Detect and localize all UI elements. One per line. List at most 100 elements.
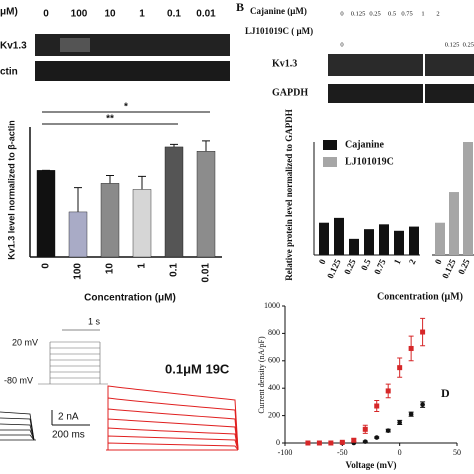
bar: [36, 170, 56, 258]
point: [420, 329, 426, 335]
blot-label: ctin: [0, 67, 18, 78]
point: [362, 439, 368, 444]
point: [420, 402, 425, 407]
lane-label: 1: [421, 10, 424, 17]
bar: [164, 146, 184, 258]
blot-gapdh-b: [328, 84, 474, 103]
lane-label: 0.75: [401, 10, 412, 17]
x-tick-label: 10: [105, 263, 116, 275]
blot-label: Kv1.3: [0, 41, 27, 52]
bar: [409, 226, 419, 255]
lane-label: 1: [139, 9, 145, 20]
control-traces: [0, 411, 36, 441]
point: [374, 435, 380, 440]
blot-kv13-b: [328, 54, 474, 76]
bar: [394, 230, 404, 255]
legend-swatch: [323, 157, 337, 167]
significance-label: *: [124, 102, 128, 113]
row-label: Cajanine (μM): [250, 6, 307, 16]
y-axis-title: Current density (nA/pF): [257, 336, 266, 414]
x-tick-label: 0: [433, 257, 444, 266]
error-bar: [74, 187, 82, 212]
x-tick-label: 0.5: [359, 257, 373, 272]
header: μM): [0, 7, 18, 18]
y-axis-title: Kv1.3 level normalized to β-actin: [6, 120, 16, 260]
x-tick-label: 2: [407, 257, 418, 266]
point: [351, 437, 357, 443]
legend-swatch: [323, 140, 337, 150]
point: [385, 428, 391, 433]
lane-label: 0: [340, 10, 343, 17]
point: [305, 440, 311, 446]
x-tick-label: 0: [41, 263, 52, 269]
error-bar: [138, 175, 146, 190]
lane-label: 0: [340, 41, 343, 48]
x-tick-label: 0.125: [325, 257, 343, 280]
legend-label: Cajanine: [345, 139, 384, 150]
scale-label: 2 nA: [58, 412, 79, 423]
bar: [435, 222, 445, 255]
point: [328, 440, 334, 446]
x-tick-label: 1: [137, 263, 148, 269]
error-bar: [170, 143, 178, 147]
point: [316, 440, 322, 446]
lane-label: 100: [71, 9, 88, 20]
scale-label: 200 ms: [52, 430, 85, 441]
y-tick-label: 800: [268, 328, 280, 337]
x-tick-label: 0.25: [342, 257, 358, 276]
bar: [196, 151, 216, 258]
x-axis-title: Concentration (μM): [84, 293, 176, 304]
bar: [364, 229, 374, 255]
y-tick-label: 1000: [264, 301, 280, 310]
y-tick-label: 600: [268, 356, 280, 365]
scale-bar: [51, 410, 90, 426]
legend-label: LJ101019C: [345, 156, 394, 167]
point: [374, 403, 380, 409]
blot-actin-a: [35, 61, 230, 81]
point: [397, 365, 403, 371]
panel-label: B: [236, 0, 244, 14]
x-tick-label: 0.75: [372, 257, 388, 276]
error-bar: [202, 140, 210, 152]
x-tick-label: 100: [73, 263, 84, 280]
error-bar: [106, 175, 114, 184]
point: [408, 345, 414, 351]
y-tick-label: 200: [268, 410, 280, 419]
lane-label: 0.125: [445, 41, 460, 48]
bar: [349, 238, 359, 255]
lane-label: 0.1: [167, 9, 181, 20]
x-tick-label: 0.125: [440, 257, 458, 280]
x-tick-label: 0: [317, 257, 328, 266]
x-tick-label: 0: [398, 448, 402, 457]
panel-label: D: [441, 386, 450, 400]
x-tick-label: -50: [337, 448, 348, 457]
x-axis-title: Concentration (μM): [377, 291, 463, 302]
lane-label: 10: [104, 9, 116, 20]
bar: [132, 189, 152, 258]
lane-label: 0.25: [463, 41, 474, 48]
x-tick-label: 0.1: [169, 263, 180, 277]
x-tick-label: 0.01: [201, 263, 212, 283]
x-tick-label: 1: [392, 257, 403, 266]
y-axis-title: Relative protein level normalized to GAP…: [284, 109, 294, 281]
x-tick-label: 50: [453, 448, 461, 457]
lane-label: 0.125: [351, 10, 366, 17]
lane-label: 0: [43, 9, 49, 20]
point: [362, 426, 368, 432]
lane-label: 0.01: [196, 9, 216, 20]
blot-band: [60, 38, 90, 52]
bar: [379, 224, 389, 255]
trace-title: 0.1μM 19C: [165, 361, 230, 376]
x-tick-label: -100: [278, 448, 293, 457]
y-tick-label: 400: [268, 383, 280, 392]
bar: [449, 192, 459, 255]
point: [339, 439, 345, 445]
point: [408, 411, 414, 417]
voltage-protocol: [38, 329, 108, 385]
x-axis-title: Voltage (mV): [346, 460, 397, 470]
voltage-label: -80 mV: [4, 375, 33, 385]
blot-label: GAPDH: [272, 87, 308, 98]
time-scale: 1 s: [88, 316, 101, 326]
